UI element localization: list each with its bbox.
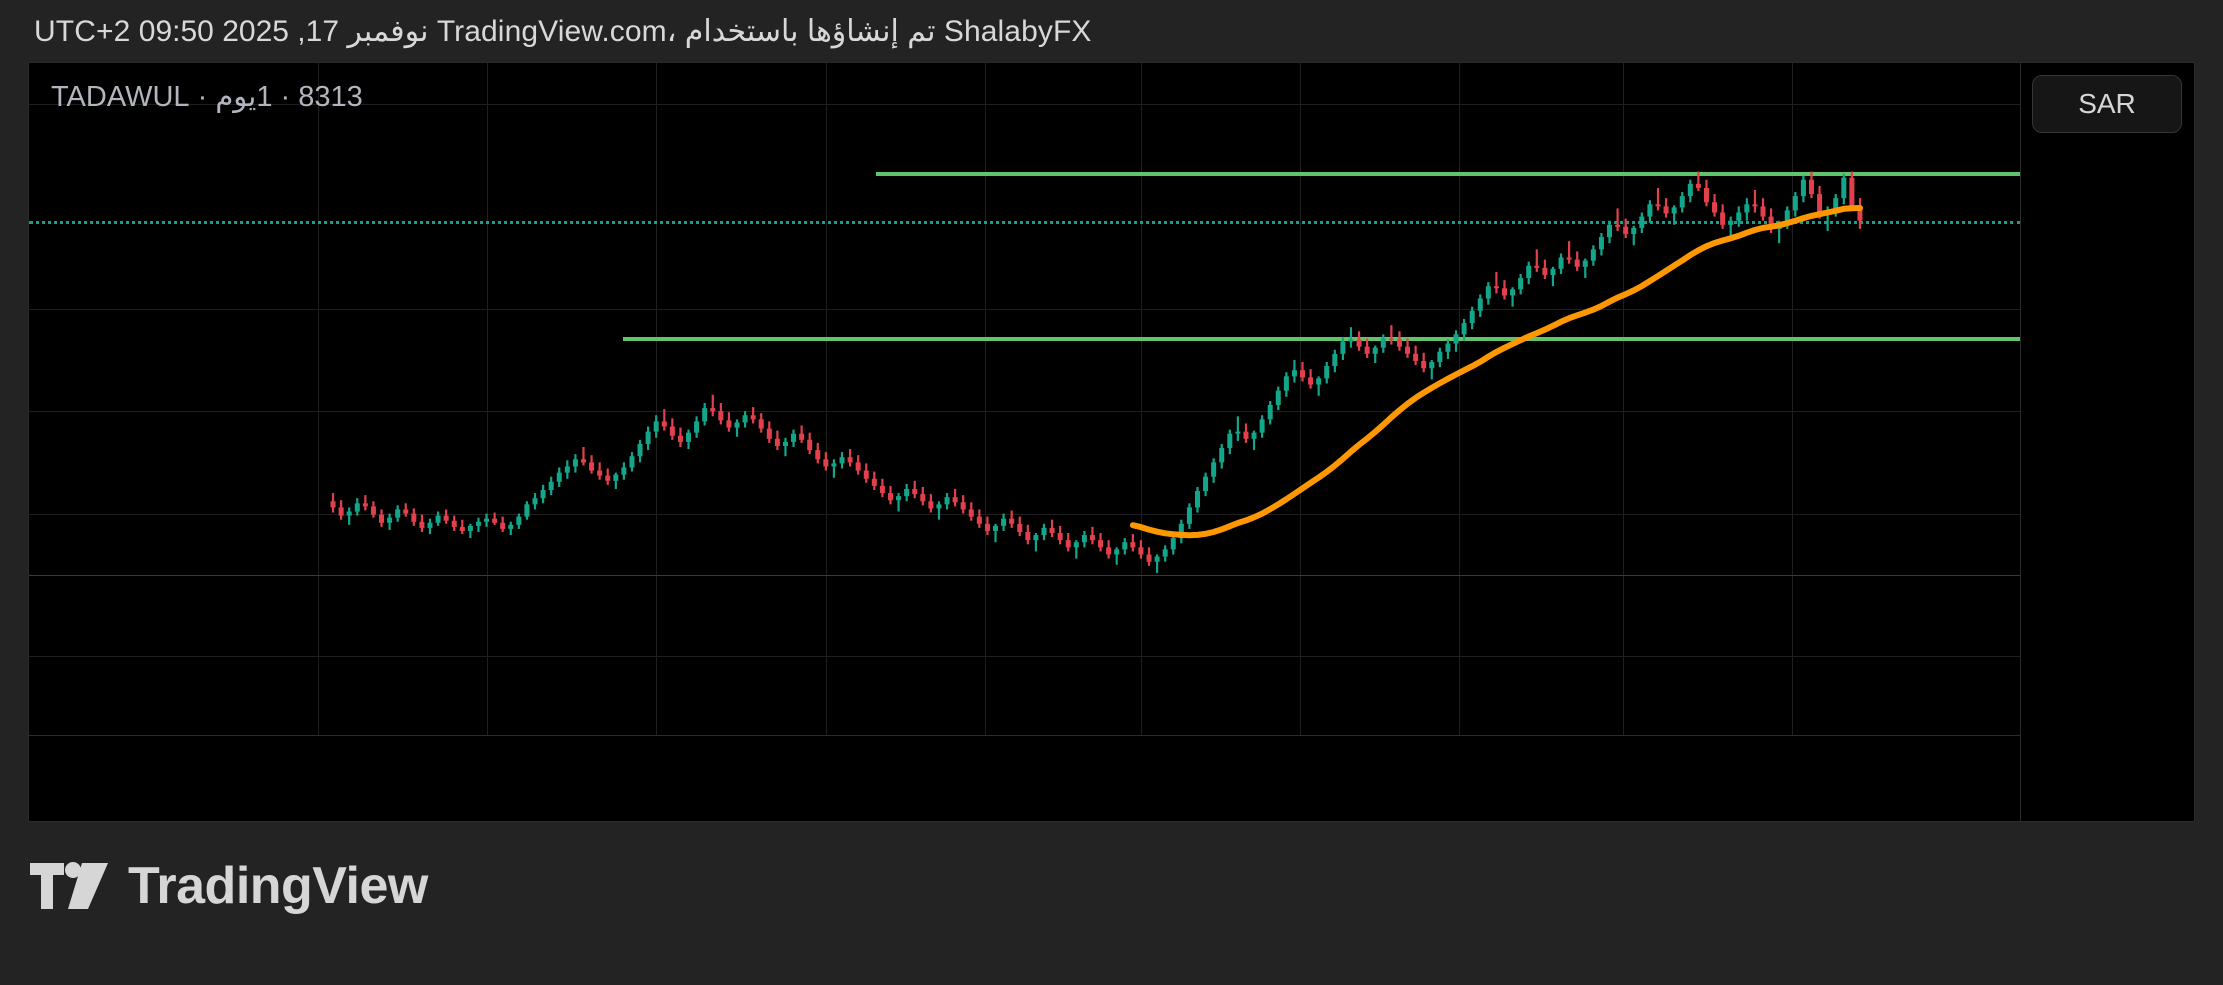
price-level-line[interactable] [622, 337, 2021, 342]
pane-separator [29, 575, 2021, 576]
symbol-legend[interactable]: 8313 · 1يوم · TADAWUL [51, 81, 363, 113]
current-price-line [29, 220, 2021, 224]
currency-badge[interactable]: SAR [2032, 75, 2182, 133]
grid-line-horizontal [29, 655, 2021, 657]
grid-line-vertical [1299, 63, 1301, 735]
candlestick-series [330, 171, 1863, 573]
grid-line-vertical [1140, 63, 1142, 735]
grid-line-vertical [1791, 63, 1793, 735]
grid-line-vertical [1459, 63, 1461, 735]
time-axis[interactable] [29, 735, 2021, 821]
grid-line-vertical [825, 63, 827, 735]
grid-line-horizontal [29, 103, 2021, 105]
attribution-text: UTC+2 نوفمبر 17, 2025 09:50 TradingView.… [34, 14, 1092, 48]
grid-line-horizontal [29, 513, 2021, 515]
price-axis[interactable] [2020, 63, 2194, 821]
tradingview-logo: TradingView [30, 856, 428, 916]
grid-line-horizontal [29, 308, 2021, 310]
moving-average-line [1129, 205, 1863, 539]
chart-plot-area[interactable]: 8313 · 1يوم · TADAWUL [29, 63, 2021, 821]
grid-line-vertical [985, 63, 987, 735]
tradingview-logo-mark [30, 862, 108, 909]
tradingview-wordmark: TradingView [128, 857, 428, 915]
grid-line-vertical [1622, 63, 1624, 735]
grid-line-vertical [317, 63, 319, 735]
grid-line-horizontal [29, 411, 2021, 413]
chart-container[interactable]: 8313 · 1يوم · TADAWUL SAR [28, 62, 2195, 822]
price-level-line[interactable] [875, 171, 2021, 176]
attribution-bar: UTC+2 نوفمبر 17, 2025 09:50 TradingView.… [0, 0, 2223, 62]
grid-line-vertical [656, 63, 658, 735]
rsi-series [29, 576, 2021, 735]
grid-line-vertical [487, 63, 489, 735]
